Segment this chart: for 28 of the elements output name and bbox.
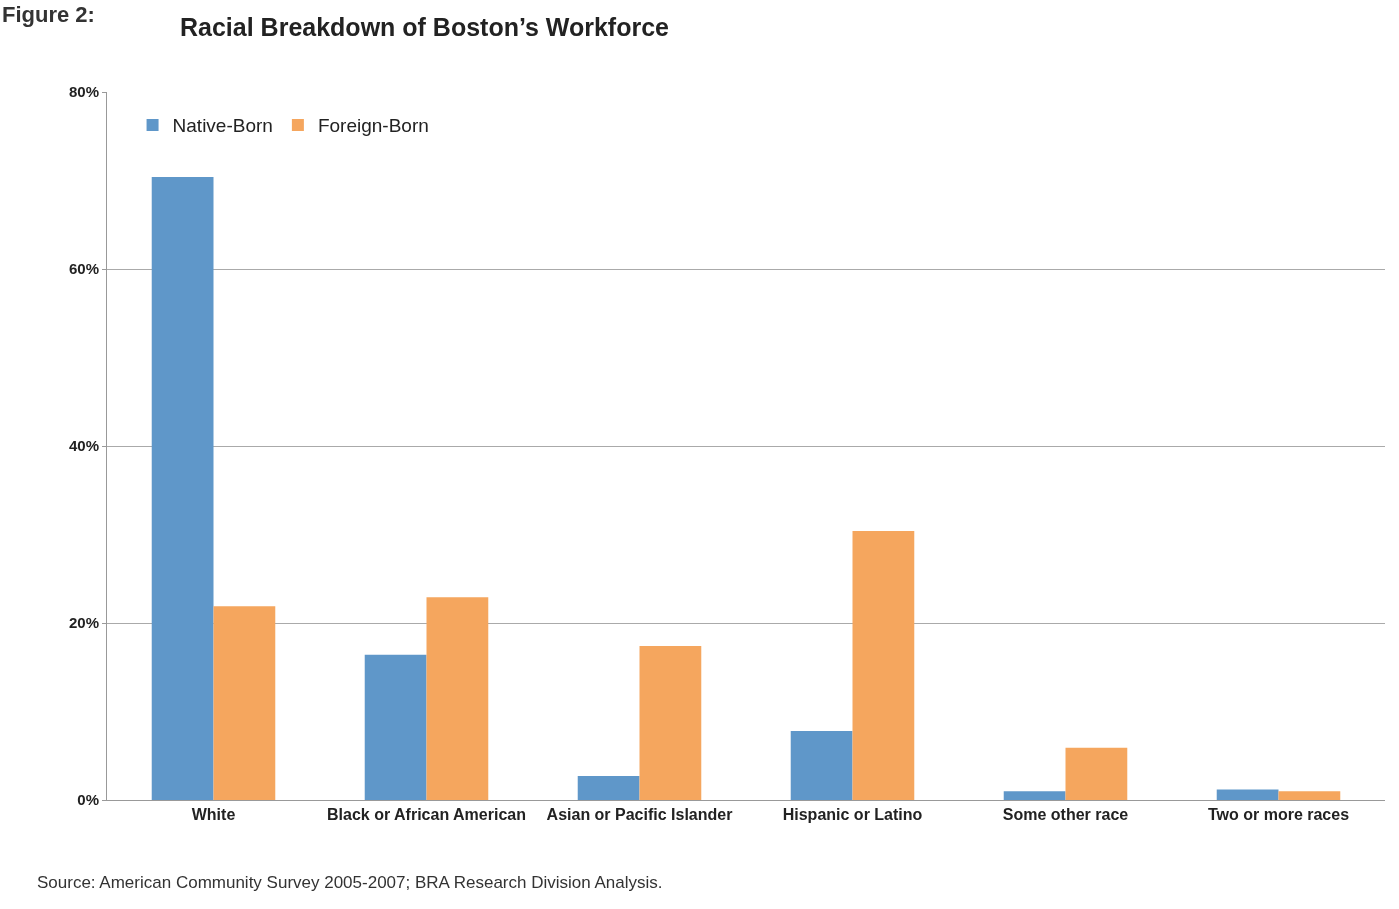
x-tick-label: Some other race — [1002, 806, 1129, 824]
x-tick-label: Asian or Pacific Islander — [546, 806, 733, 824]
bar — [852, 530, 915, 800]
bar — [577, 776, 640, 800]
y-tick-label: 0% — [77, 791, 99, 809]
bar — [1216, 789, 1279, 800]
bar — [790, 730, 853, 800]
y-tick-label: 40% — [68, 437, 99, 455]
legend-label: Foreign-Born — [317, 115, 429, 137]
y-tick-label: 80% — [68, 83, 99, 101]
x-tick-label: Two or more races — [1207, 806, 1350, 824]
bar — [426, 597, 489, 800]
chart-title: Racial Breakdown of Boston’s Workforce — [180, 12, 670, 41]
bar — [1278, 791, 1341, 800]
bar — [1065, 747, 1128, 800]
legend-label: Native-Born — [172, 115, 273, 137]
bar — [151, 176, 214, 800]
source-note: Source: American Community Survey 2005-2007; BRA Research Division Analysis. — [37, 873, 663, 892]
x-tick-label: Black or African American — [327, 806, 526, 824]
y-tick-label: 60% — [68, 260, 99, 278]
bar — [364, 654, 427, 800]
bar — [639, 646, 702, 800]
bar — [213, 606, 276, 800]
bar — [1003, 791, 1066, 800]
x-tick-label: White — [191, 806, 236, 824]
x-tick-label: Hispanic or Latino — [782, 806, 923, 824]
y-tick-label: 20% — [68, 614, 99, 632]
caption: Figure 2: — [2, 2, 95, 27]
